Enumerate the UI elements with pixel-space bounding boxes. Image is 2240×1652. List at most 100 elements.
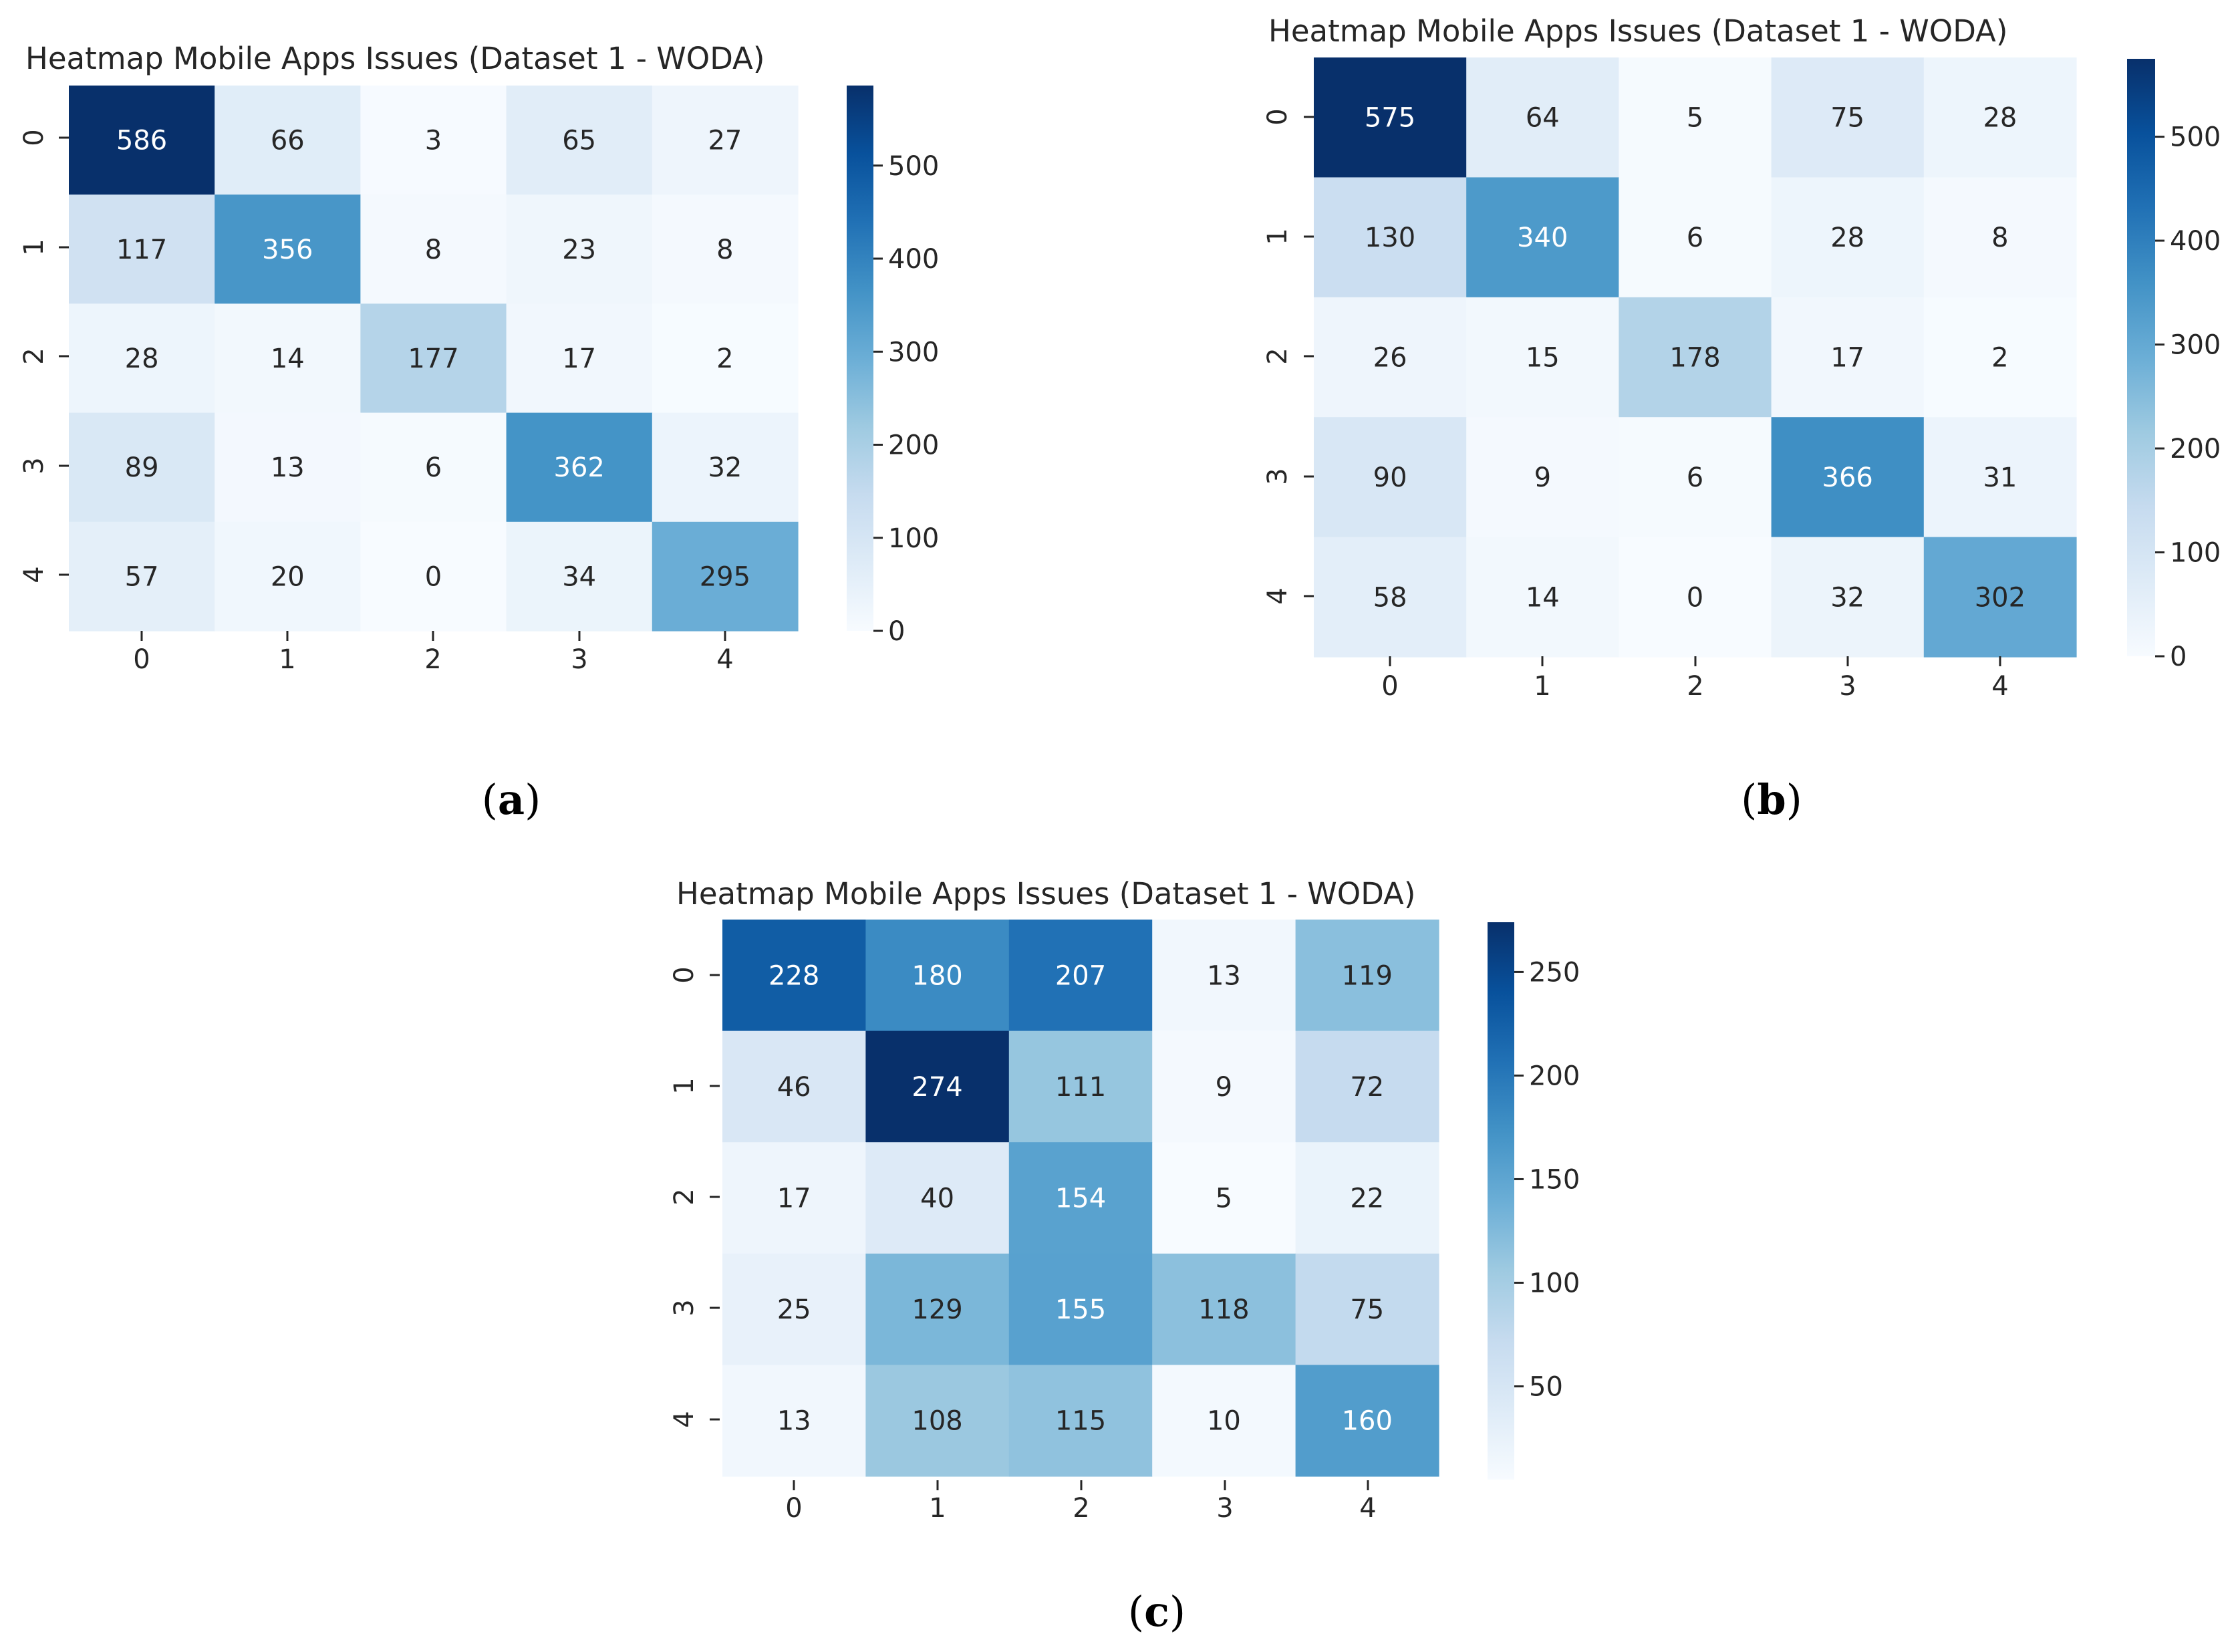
heatmap-cell <box>1466 417 1619 538</box>
x-tick-label: 2 <box>424 644 441 675</box>
heatmap-cell-label: 8 <box>716 235 733 265</box>
heatmap-cell <box>69 194 215 304</box>
colorbar-tick-label: 100 <box>2170 538 2221 569</box>
heatmap-cell-label: 8 <box>1991 223 2008 253</box>
heatmap-cells: 586 66 3 65 27 117 356 8 23 8 28 14 177 17 2 89 13 6 362 32… <box>69 86 799 632</box>
colorbar-ticks: 0 100 200 300 400 500 <box>873 151 939 647</box>
heatmap-cell <box>506 303 653 414</box>
heatmap-cell <box>1466 297 1619 418</box>
heatmap-cell <box>1923 297 2077 418</box>
y-axis: 0 1 2 3 4 <box>669 966 720 1428</box>
heatmap-cell-label: 154 <box>1055 1184 1106 1214</box>
x-tick-label: 0 <box>133 644 150 675</box>
panel-caption: (b) <box>1741 775 1802 824</box>
heatmap-cell-label: 586 <box>116 126 167 156</box>
heatmap-cell-label: 17 <box>562 343 596 374</box>
heatmap-cell <box>1619 297 1772 418</box>
heatmap-cell <box>69 86 215 195</box>
heatmap-cell-label: 3 <box>425 126 442 156</box>
heatmap-cell-label: 26 <box>1373 343 1407 374</box>
heatmap-cell-label: 58 <box>1373 582 1407 613</box>
heatmap-cell <box>652 86 799 195</box>
y-tick-label: 1 <box>1262 228 1293 245</box>
heatmap-cell <box>1771 537 1925 658</box>
heatmap-cell <box>865 1365 1010 1477</box>
heatmap-cell-label: 13 <box>777 1406 811 1437</box>
x-tick-label: 2 <box>1073 1493 1089 1524</box>
y-tick-label: 0 <box>19 129 49 146</box>
colorbar-tick-label: 100 <box>1529 1268 1580 1298</box>
x-tick-label: 4 <box>1991 671 2008 702</box>
heatmap-cell <box>1771 57 1925 178</box>
heatmap-cell-label: 130 <box>1365 223 1415 253</box>
heatmap-cell-label: 64 <box>1526 103 1560 134</box>
colorbar-tick-label: 300 <box>2170 330 2221 361</box>
colorbar-tick-label: 400 <box>2170 226 2221 257</box>
panel-caption: (a) <box>482 775 541 824</box>
heatmap-cell-label: 6 <box>425 452 442 483</box>
heatmap-cell-label: 40 <box>920 1184 954 1214</box>
heatmap-cell <box>1008 1365 1153 1477</box>
y-tick-label: 4 <box>669 1411 700 1427</box>
heatmap-cell-label: 340 <box>1517 223 1568 253</box>
y-axis: 0 1 2 3 4 <box>1262 108 1314 605</box>
y-tick-label: 1 <box>669 1077 700 1094</box>
heatmap-cell <box>1152 1030 1296 1143</box>
heatmap-cell-label: 108 <box>912 1406 962 1437</box>
heatmap-cell <box>1619 57 1772 178</box>
y-tick-label: 0 <box>1262 108 1293 125</box>
heatmap-cell <box>865 1253 1010 1365</box>
heatmap-cell-label: 366 <box>1822 462 1873 493</box>
heatmap-cell <box>722 1030 866 1143</box>
heatmap-cell <box>1008 1030 1153 1143</box>
heatmap-cell-label: 2 <box>716 343 733 374</box>
heatmap-cell-label: 89 <box>125 452 159 483</box>
heatmap-cell-label: 207 <box>1055 960 1106 991</box>
heatmap-cell <box>1771 177 1925 298</box>
heatmap-cell-label: 46 <box>777 1072 811 1103</box>
heatmap-cell <box>69 521 215 632</box>
heatmap-cell <box>722 1142 866 1254</box>
heatmap-cell-label: 13 <box>271 452 305 483</box>
heatmap-cell-label: 356 <box>262 235 313 265</box>
heatmap-cell <box>69 303 215 414</box>
y-tick-label: 1 <box>19 239 49 255</box>
heatmap-cell <box>652 412 799 523</box>
x-tick-label: 0 <box>1381 671 1398 702</box>
heatmap-cell-label: 27 <box>708 126 742 156</box>
heatmap-cell-label: 57 <box>125 561 159 592</box>
heatmap-cell-label: 111 <box>1055 1072 1106 1103</box>
caption-letter: a <box>498 775 525 824</box>
heatmap-cell-label: 362 <box>554 452 605 483</box>
heatmap-cell <box>215 194 361 304</box>
heatmap-cell <box>1152 1365 1296 1477</box>
x-axis: 0 1 2 3 4 <box>1381 656 2009 702</box>
x-tick-label: 1 <box>279 644 295 675</box>
colorbar-tick-label: 200 <box>2170 434 2221 464</box>
colorbar <box>847 86 873 631</box>
heatmap-cell <box>1295 920 1439 1032</box>
x-tick-label: 0 <box>785 1493 802 1524</box>
heatmap-cell <box>1314 177 1467 298</box>
colorbar-tick-label: 300 <box>888 337 939 368</box>
heatmap-cell-label: 6 <box>1687 223 1703 253</box>
heatmap-cell <box>1152 1253 1296 1365</box>
colorbar <box>2127 59 2155 656</box>
heatmap-cell <box>1152 920 1296 1032</box>
heatmap-cell <box>506 412 653 523</box>
colorbar-tick-label: 500 <box>888 151 939 182</box>
heatmap-cell <box>1314 297 1467 418</box>
heatmap-cell <box>1619 177 1772 298</box>
heatmap-cell <box>1008 1253 1153 1365</box>
heatmap-cell <box>1466 537 1619 658</box>
heatmap-cell-label: 117 <box>116 235 167 265</box>
heatmap-cell <box>1619 537 1772 658</box>
heatmap-cell-label: 10 <box>1207 1406 1241 1437</box>
y-tick-label: 0 <box>669 966 700 983</box>
heatmap-cell-label: 9 <box>1534 462 1551 493</box>
x-tick-label: 3 <box>1216 1493 1233 1524</box>
heatmap-cell-label: 575 <box>1365 103 1415 134</box>
heatmap-cell-label: 295 <box>700 561 750 592</box>
heatmap-cell-label: 72 <box>1350 1072 1384 1103</box>
heatmap-cell <box>1923 537 2077 658</box>
